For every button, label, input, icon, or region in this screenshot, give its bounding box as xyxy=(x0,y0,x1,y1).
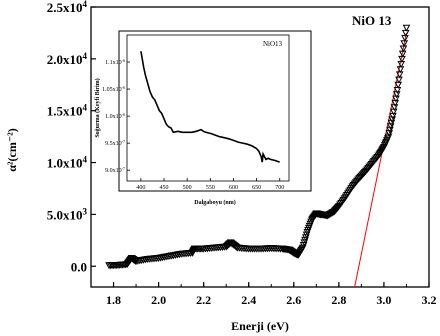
data-point xyxy=(395,76,403,84)
x-tick-label: 2.4 xyxy=(241,293,256,307)
inset-x-tick-label: 450 xyxy=(160,185,169,191)
inset-x-tick-label: 600 xyxy=(229,185,238,191)
x-tick-label: 2.2 xyxy=(196,293,211,307)
inset-y-tick-label: 1.05x10-6 xyxy=(102,85,125,93)
data-point xyxy=(301,236,309,244)
inset-x-axis: 400 450 500 550 600 650 700 xyxy=(136,178,284,191)
data-point xyxy=(299,242,308,250)
y-axis: 0.0 5.0x103 1.0x104 1.5x104 2.0x104 2.5x104 xyxy=(47,0,96,274)
x-axis-title: Enerji (eV) xyxy=(231,319,289,333)
inset-legend-label: NiO13 xyxy=(263,40,283,48)
data-point xyxy=(402,24,411,32)
inset-y-tick-label: 1.1x10-6 xyxy=(105,58,125,66)
y-tick-label: 0.0 xyxy=(71,259,87,274)
data-point xyxy=(395,71,404,79)
data-point xyxy=(398,50,407,58)
inset-y-axis-title: Soğurma (Keyfi Birim) xyxy=(94,78,101,137)
y-tick-label: 1.0x104 xyxy=(47,155,88,171)
data-point xyxy=(401,35,409,43)
fit-line xyxy=(354,32,407,288)
inset-y-tick-label: 9.5x10-7 xyxy=(105,139,125,147)
data-point xyxy=(399,45,408,53)
data-point xyxy=(302,231,311,239)
data-point xyxy=(393,86,402,95)
data-point xyxy=(394,81,403,89)
inset-x-axis-title: Dalgaboyu (nm) xyxy=(194,199,236,206)
y-axis-title: α²(cm⁻²) xyxy=(5,128,19,172)
data-point xyxy=(398,55,406,63)
y-tick-label: 1.5x104 xyxy=(47,103,88,119)
data-point xyxy=(396,66,405,74)
data-points-layer xyxy=(105,24,411,270)
inset-frame xyxy=(118,30,312,192)
x-tick-label: 3.0 xyxy=(376,293,391,307)
data-point xyxy=(397,61,406,69)
inset-y-tick-label: 1.0x10-6 xyxy=(105,112,125,120)
inset-line-layer xyxy=(140,51,280,163)
fit-line-layer xyxy=(354,32,407,288)
data-point xyxy=(400,40,409,48)
legend-label: NiO 13 xyxy=(352,13,392,28)
inset-chart: 9.0x10-7 9.5x10-7 1.0x10-6 1.05x10-6 1.1x10-… xyxy=(94,30,312,206)
x-tick-label: 1.8 xyxy=(106,293,121,307)
data-point xyxy=(298,244,307,252)
inset-series-line xyxy=(140,51,280,163)
plot-frame xyxy=(90,6,430,288)
inset-plot-area xyxy=(126,34,290,182)
y-tick-label: 2.0x104 xyxy=(47,51,88,67)
inset-x-tick-label: 650 xyxy=(252,185,261,191)
x-tick-label: 3.2 xyxy=(422,293,437,307)
x-axis: 1.8 2.0 2.2 2.4 2.6 2.8 3.0 3.2 xyxy=(106,282,437,307)
x-tick-label: 2.0 xyxy=(151,293,166,307)
y-tick-label: 5.0x103 xyxy=(47,206,88,222)
inset-x-tick-label: 400 xyxy=(136,185,145,191)
data-point xyxy=(300,239,309,247)
inset-y-axis: 9.0x10-7 9.5x10-7 1.0x10-6 1.05x10-6 1.1x10-… xyxy=(102,58,130,174)
y-tick-label: 2.5x104 xyxy=(47,0,88,15)
x-tick-label: 2.6 xyxy=(286,293,301,307)
inset-x-tick-label: 550 xyxy=(206,185,215,191)
inset-x-tick-label: 700 xyxy=(275,185,284,191)
data-point xyxy=(401,29,410,37)
inset-y-tick-label: 9.0x10-7 xyxy=(105,166,125,174)
inset-x-tick-label: 500 xyxy=(183,185,192,191)
x-tick-label: 2.8 xyxy=(331,293,346,307)
data-point xyxy=(301,234,310,242)
